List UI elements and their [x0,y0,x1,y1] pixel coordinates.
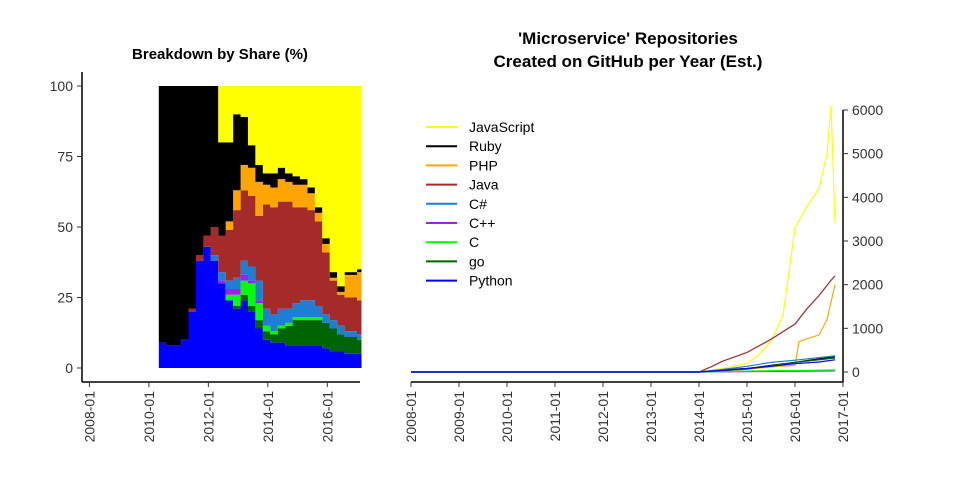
line-csharp [411,355,836,373]
right-y-tick-label: 4000 [852,189,883,205]
line-php [411,284,836,373]
share-area-javascript [158,86,362,287]
legend-label-go: go [469,253,485,269]
line-java [411,275,836,373]
share-area-java [158,190,362,346]
line-javascript [411,105,836,373]
share-area-csharp [158,246,362,346]
right-x-tick-label: 2015-01 [739,391,755,443]
right-y-tick-label: 5000 [852,146,883,162]
left-x-tick-label: 2014-01 [260,391,276,443]
right-x-tick-label: 2009-01 [451,391,467,443]
left-y-tick-label: 25 [57,290,73,306]
left-y-tick-label: 50 [57,219,73,235]
right-series-lines [411,105,836,373]
legend-label-cpp: C++ [469,215,495,231]
share-area-ruby [158,86,362,346]
left-x-tick-label: 2010-01 [141,391,157,443]
left-stacked-areas [158,86,362,368]
right-y-tick-label: 1000 [852,320,883,336]
right-y-tick-label: 3000 [852,233,883,249]
right-y-tick-label: 0 [852,364,860,380]
legend-label-ruby: Ruby [469,138,502,154]
line-python [411,359,836,373]
left-x-tick-label: 2016-01 [319,391,335,443]
legend-label-javascript: JavaScript [469,119,534,135]
right-y-tick-label: 2000 [852,277,883,293]
right-legend: JavaScript Ruby PHP Java C# C++ Cgo Python [426,119,534,289]
left-x-tick-label: 2008-01 [81,391,97,443]
right-x-tick-label: 2016-01 [787,391,803,443]
right-x-tick-label: 2008-01 [403,391,419,443]
right-x-tick-label: 2013-01 [643,391,659,443]
legend-label-c: C [469,234,479,250]
right-x-tick-label: 2014-01 [691,391,707,443]
share-area-go [158,246,362,354]
right-x-tick-label: 2017-01 [835,391,851,443]
left-x-tick-label: 2012-01 [200,391,216,443]
left-y-tick-label: 75 [57,149,73,165]
legend-label-csharp: C# [469,196,487,212]
right-chart-title-line-2: Created on GitHub per Year (Est.) [494,52,763,71]
left-chart-title: Breakdown by Share (%) [132,46,308,63]
share-breakdown-panel: Breakdown by Share (%) 0 25 50 75 100 2008-01… [50,46,362,442]
repositories-per-year-panel: 'Microservice' Repositories Created on G… [403,29,883,442]
share-area-php [158,165,362,346]
left-axes: 0 25 50 75 100 2008-01 2010-01 2012-01 2014-01 20… [50,72,360,442]
left-y-tick-label: 0 [65,360,73,376]
right-chart-title-line-1: 'Microservice' Repositories [518,29,738,48]
line-ruby [411,356,836,373]
right-y-tick-label: 6000 [852,102,883,118]
right-x-tick-label: 2012-01 [595,391,611,443]
right-x-tick-label: 2010-01 [499,391,515,443]
legend-label-php: PHP [469,157,498,173]
share-area-python [158,246,362,368]
right-x-tick-label: 2011-01 [547,391,563,442]
right-axes: 0 1000 2000 3000 4000 5000 6000 2008-01 2009-01 2… [403,102,883,442]
left-y-tick-label: 100 [50,78,74,94]
legend-label-java: Java [469,177,499,193]
legend-label-python: Python [469,273,513,289]
